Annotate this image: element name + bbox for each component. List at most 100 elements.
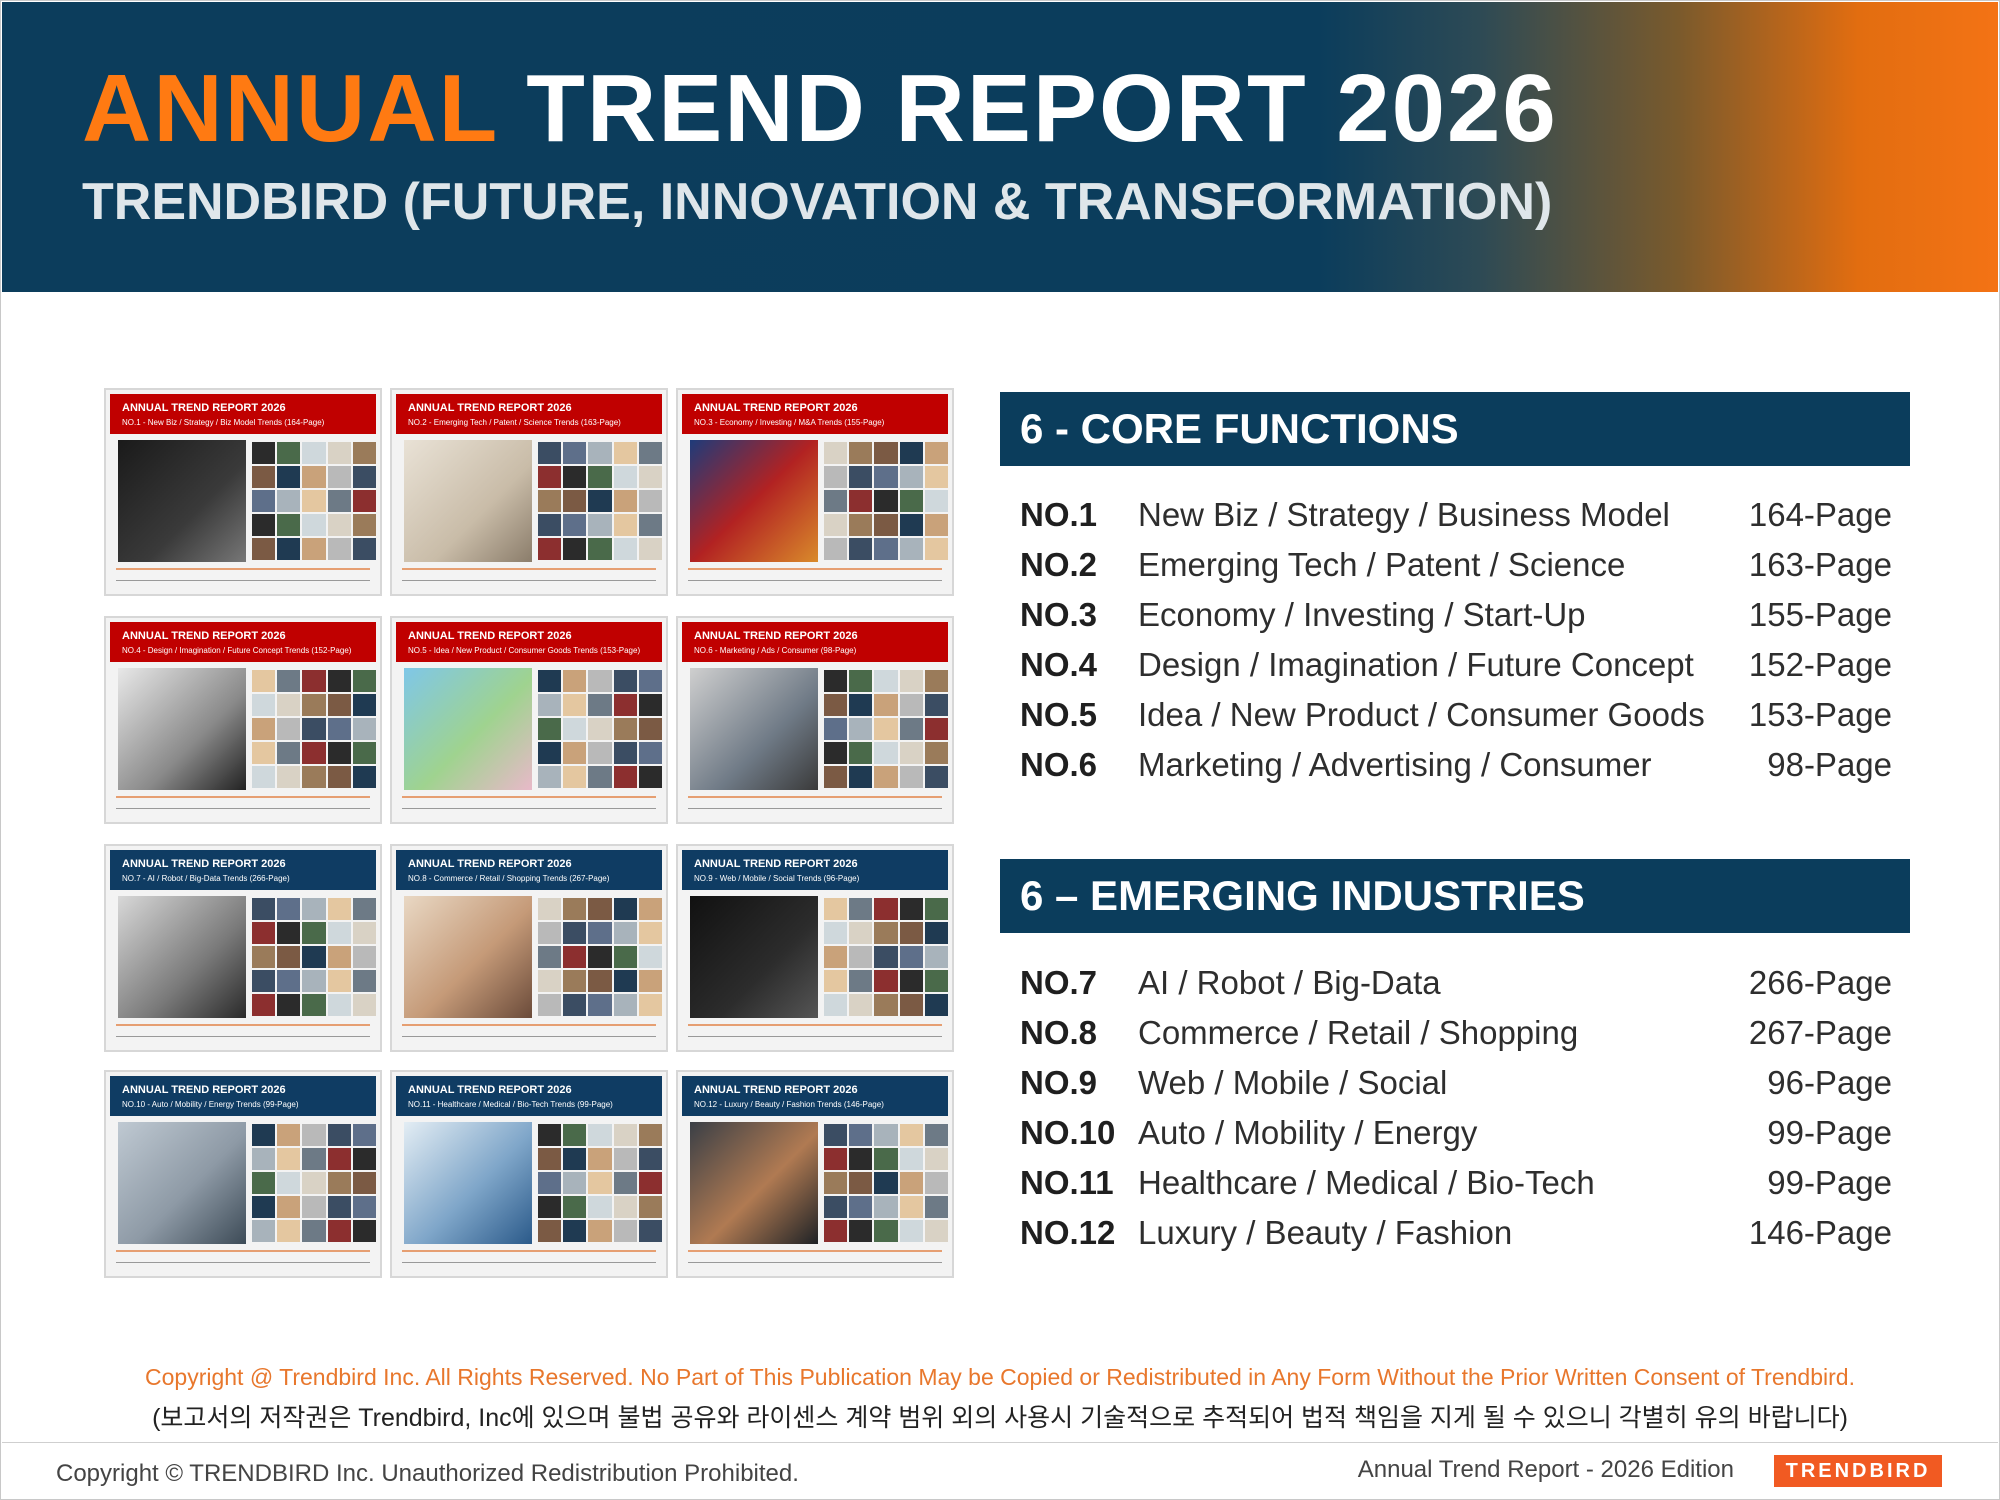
page-count: 99-Page: [1767, 1114, 1892, 1151]
report-topic: AI / Robot / Big-Data: [1138, 964, 1441, 1001]
report-topic: Design / Imagination / Future Concept: [1138, 646, 1694, 683]
report-title: ANNUAL TREND REPORT 2026: [82, 54, 1558, 164]
report-topic: Luxury / Beauty / Fashion: [1138, 1214, 1513, 1251]
thumbnail-footer-line: [116, 568, 370, 570]
report-list-row: NO.6 Marketing / Advertising / Consumer 98…: [1020, 742, 1892, 788]
thumbnail-title-band: ANNUAL TREND REPORT 2026 NO.5 - Idea / Ne…: [396, 622, 662, 662]
thumbnail-image-grid: [252, 1124, 376, 1242]
title-accent: ANNUAL: [82, 55, 498, 162]
thumbnail-footer-rule: [402, 1262, 656, 1263]
report-number: NO.11: [1020, 1164, 1114, 1201]
report-topic: Emerging Tech / Patent / Science: [1138, 546, 1626, 583]
thumbnail-subtitle: NO.8 - Commerce / Retail / Shopping Tren…: [408, 874, 610, 883]
core-functions-heading-bar: 6 - CORE FUNCTIONS: [1000, 392, 1910, 466]
thumbnail-footer-line: [688, 568, 942, 570]
emerging-industries-heading-bar: 6 – EMERGING INDUSTRIES: [1000, 859, 1910, 933]
thumbnail-image-grid: [824, 670, 948, 788]
report-topic: Economy / Investing / Start-Up: [1138, 596, 1586, 633]
thumbnail-photo: [690, 896, 818, 1018]
report-cover-thumbnail: ANNUAL TREND REPORT 2026 NO.8 - Commerce …: [390, 844, 668, 1052]
report-topic: Auto / Mobility / Energy: [1138, 1114, 1478, 1151]
thumbnail-subtitle: NO.10 - Auto / Mobility / Energy Trends …: [122, 1100, 299, 1109]
page-count: 164-Page: [1748, 496, 1892, 533]
copyright-notice-kr: (보고서의 저작권은 Trendbird, Inc에 있으며 불법 공유와 라이…: [152, 1404, 1848, 1432]
report-list-row: NO.7 AI / Robot / Big-Data 266-Page: [1020, 960, 1892, 1006]
thumbnail-title: ANNUAL TREND REPORT 2026: [122, 630, 286, 642]
thumbnail-photo: [118, 440, 246, 562]
thumbnail-title: ANNUAL TREND REPORT 2026: [694, 858, 858, 870]
report-cover-thumbnail: ANNUAL TREND REPORT 2026 NO.6 - Marketing…: [676, 616, 954, 824]
thumbnail-title-band: ANNUAL TREND REPORT 2026 NO.10 - Auto / M…: [110, 1076, 376, 1116]
trendbird-logo: TRENDBIRD: [1774, 1455, 1942, 1487]
report-number: NO.8: [1020, 1014, 1098, 1051]
thumbnail-footer-line: [116, 1024, 370, 1026]
thumbnail-subtitle: NO.12 - Luxury / Beauty / Fashion Trends…: [694, 1100, 884, 1109]
report-topic: Commerce / Retail / Shopping: [1138, 1014, 1579, 1051]
thumbnail-title-band: ANNUAL TREND REPORT 2026 NO.11 - Healthca…: [396, 1076, 662, 1116]
thumbnail-title-band: ANNUAL TREND REPORT 2026 NO.6 - Marketing…: [682, 622, 948, 662]
report-cover-thumbnail: ANNUAL TREND REPORT 2026 NO.9 - Web / Mob…: [676, 844, 954, 1052]
thumbnail-image-grid: [252, 442, 376, 560]
report-list-row: NO.8 Commerce / Retail / Shopping 267-Page: [1020, 1010, 1892, 1056]
report-cover-thumbnail: ANNUAL TREND REPORT 2026 NO.1 - New Biz /…: [104, 388, 382, 596]
thumbnail-subtitle: NO.6 - Marketing / Ads / Consumer (98-Pa…: [694, 646, 857, 655]
thumbnail-footer-rule: [116, 808, 370, 809]
report-cover-thumbnail: ANNUAL TREND REPORT 2026 NO.3 - Economy /…: [676, 388, 954, 596]
thumbnail-footer-rule: [402, 808, 656, 809]
report-list-row: NO.2 Emerging Tech / Patent / Science 163-…: [1020, 542, 1892, 588]
thumbnail-image-grid: [252, 670, 376, 788]
footer-divider: [2, 1442, 1998, 1443]
thumbnail-footer-rule: [402, 580, 656, 581]
report-list-row: NO.10 Auto / Mobility / Energy 99-Page: [1020, 1110, 1892, 1156]
thumbnail-image-grid: [538, 898, 662, 1016]
thumbnail-footer-line: [402, 1024, 656, 1026]
thumbnail-title-band: ANNUAL TREND REPORT 2026 NO.8 - Commerce …: [396, 850, 662, 890]
thumbnail-footer-line: [688, 1250, 942, 1252]
thumbnail-footer-line: [116, 796, 370, 798]
page-count: 152-Page: [1748, 646, 1892, 683]
report-topic: Healthcare / Medical / Bio-Tech: [1138, 1164, 1595, 1201]
thumbnail-title-band: ANNUAL TREND REPORT 2026 NO.1 - New Biz /…: [110, 394, 376, 434]
thumbnail-subtitle: NO.11 - Healthcare / Medical / Bio-Tech …: [408, 1100, 613, 1109]
thumbnail-footer-line: [116, 1250, 370, 1252]
copyright-notice-en: Copyright @ Trendbird Inc. All Rights Re…: [145, 1364, 1855, 1390]
report-list-row: NO.4 Design / Imagination / Future Concep…: [1020, 642, 1892, 688]
thumbnail-footer-line: [402, 568, 656, 570]
thumbnail-photo: [690, 440, 818, 562]
thumbnail-title-band: ANNUAL TREND REPORT 2026 NO.2 - Emerging …: [396, 394, 662, 434]
thumbnail-title: ANNUAL TREND REPORT 2026: [408, 630, 572, 642]
report-list-row: NO.1 New Biz / Strategy / Business Model 1…: [1020, 492, 1892, 538]
report-number: NO.12: [1020, 1214, 1116, 1251]
thumbnail-title: ANNUAL TREND REPORT 2026: [694, 402, 858, 414]
report-subtitle: TRENDBIRD (FUTURE, INNOVATION & TRANSFOR…: [82, 173, 1553, 231]
page-count: 163-Page: [1748, 546, 1892, 583]
title-rest: TREND REPORT 2026: [526, 55, 1558, 162]
report-number: NO.2: [1020, 546, 1098, 583]
report-number: NO.5: [1020, 696, 1098, 733]
thumbnail-title: ANNUAL TREND REPORT 2026: [408, 1084, 572, 1096]
thumbnail-title-band: ANNUAL TREND REPORT 2026 NO.3 - Economy /…: [682, 394, 948, 434]
report-number: NO.7: [1020, 964, 1098, 1001]
footer-edition: Annual Trend Report - 2026 Edition: [1357, 1456, 1734, 1483]
thumbnail-image-grid: [824, 898, 948, 1016]
report-cover-thumbnail: ANNUAL TREND REPORT 2026 NO.10 - Auto / M…: [104, 1070, 382, 1278]
report-topic: New Biz / Strategy / Business Model: [1138, 496, 1670, 533]
thumbnail-subtitle: NO.2 - Emerging Tech / Patent / Science …: [408, 418, 621, 427]
thumbnail-photo: [118, 668, 246, 790]
thumbnail-image-grid: [538, 442, 662, 560]
thumbnail-title: ANNUAL TREND REPORT 2026: [122, 402, 286, 414]
thumbnail-footer-rule: [688, 1262, 942, 1263]
footer-copyright: Copyright © TRENDBIRD Inc. Unauthorized …: [56, 1460, 799, 1487]
thumbnail-photo: [690, 1122, 818, 1244]
thumbnail-footer-rule: [688, 808, 942, 809]
thumbnail-footer-rule: [116, 1262, 370, 1263]
report-thumbnail-grid: ANNUAL TREND REPORT 2026 NO.1 - New Biz /…: [104, 388, 960, 1278]
header-banner: ANNUAL TREND REPORT 2026 TRENDBIRD (FUTU…: [2, 2, 1998, 292]
thumbnail-subtitle: NO.9 - Web / Mobile / Social Trends (96-…: [694, 874, 860, 883]
report-topic: Web / Mobile / Social: [1138, 1064, 1448, 1101]
thumbnail-footer-rule: [688, 1036, 942, 1037]
thumbnail-title: ANNUAL TREND REPORT 2026: [694, 630, 858, 642]
thumbnail-footer-rule: [116, 1036, 370, 1037]
page-count: 146-Page: [1748, 1214, 1892, 1251]
thumbnail-subtitle: NO.1 - New Biz / Strategy / Biz Model Tr…: [122, 418, 325, 427]
